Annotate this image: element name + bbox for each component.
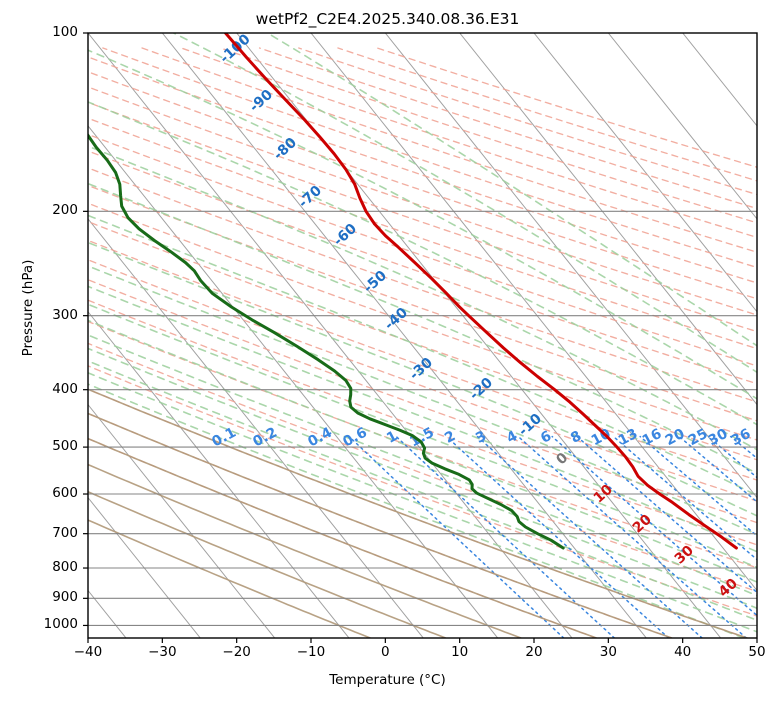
wet-reference-curve (88, 490, 447, 638)
y-axis-tick: 600 (52, 485, 78, 501)
moist-adiabat-line (88, 182, 757, 475)
isotherm-line (384, 33, 757, 499)
page-title: wetPf2_C2E4.2025.340.08.36.E31 (255, 10, 520, 28)
dewpoint-profile-line (88, 132, 565, 550)
y-axis-tick: 400 (52, 380, 78, 397)
wet-reference-curve (88, 519, 371, 638)
mixing-ratio-line (445, 435, 670, 638)
y-axis-tick: 500 (52, 438, 78, 455)
mixing-ratio-line (517, 435, 748, 638)
isotherm-line (756, 33, 757, 34)
isotherm-line (88, 125, 499, 638)
y-axis-tick: 100 (52, 24, 78, 40)
isotherm-line (88, 33, 573, 638)
isotherm-line (88, 310, 350, 638)
moist-adiabat-line (88, 347, 757, 610)
moist-adiabat-line (173, 33, 757, 374)
x-axis-tick: −40 (73, 644, 103, 660)
dry-adiabat-line (88, 86, 757, 316)
plot-frame (87, 32, 758, 639)
moist-adiabat-line (88, 371, 757, 633)
wet-reference-curve (88, 463, 522, 638)
x-axis-tick: 0 (381, 644, 390, 660)
moist-adiabat-line (88, 265, 757, 536)
moist-adiabat-line (88, 334, 757, 597)
profile-curves (88, 33, 738, 550)
isotherm-line (607, 33, 757, 220)
x-axis-tick: −20 (222, 644, 251, 660)
x-axis-tick: −10 (296, 644, 326, 660)
mixing-ratio-line (758, 437, 775, 638)
isotherm-line (459, 33, 757, 406)
x-axis-tick: 40 (674, 644, 692, 660)
mixing-ratio-line (639, 435, 757, 537)
dry-adiabat-line (88, 239, 757, 481)
dry-adiabat-line (88, 117, 757, 350)
x-axis-label: Temperature (°C) (329, 672, 446, 688)
moist-adiabat-line (88, 383, 745, 638)
x-axis-tick: 50 (748, 644, 766, 660)
isotherm-line (161, 33, 647, 638)
dry-adiabat-line (88, 150, 757, 385)
y-axis-tick: 900 (52, 589, 78, 606)
isotherm-line (533, 33, 757, 313)
moist-adiabat-line (88, 214, 757, 497)
dry-adiabat-line (88, 220, 757, 461)
x-axis-tick: 30 (599, 644, 617, 660)
moist-adiabat-line (88, 145, 757, 451)
dry-adiabat-line (88, 259, 757, 502)
isotherm-line (0, 33, 52, 638)
x-axis-tick: 20 (525, 644, 543, 660)
moist-adiabat-line (88, 241, 757, 517)
x-axis-tick: −30 (148, 644, 177, 660)
dry-adiabat-line (88, 101, 757, 333)
wet-reference-curve (88, 388, 748, 638)
wet-reference-curve (88, 437, 598, 638)
y-axis-tick: 300 (52, 306, 78, 323)
temperature-profile-line (224, 33, 738, 550)
isotherm-line (88, 218, 424, 638)
x-axis-tick: 10 (451, 644, 469, 660)
y-axis-tick: 200 (52, 202, 78, 219)
mixing-ratio-line (395, 435, 616, 638)
mixing-ratio-line (348, 435, 565, 638)
y-axis-tick: 1000 (43, 616, 78, 633)
wet-reference-curve (88, 412, 673, 638)
y-axis-tick: 800 (52, 559, 78, 576)
y-axis-tick: 700 (52, 524, 78, 541)
mixing-ratio-line (551, 435, 757, 617)
moist-adiabat-line (88, 360, 757, 622)
mixing-ratio-line (612, 435, 757, 561)
isotherm-line (88, 496, 201, 638)
moist-adiabat-line (88, 101, 757, 426)
dry-adiabat-line (88, 279, 757, 524)
dry-adiabat-line (88, 202, 757, 441)
plot-background-grid (0, 33, 775, 638)
dry-adiabat-line (88, 133, 757, 367)
